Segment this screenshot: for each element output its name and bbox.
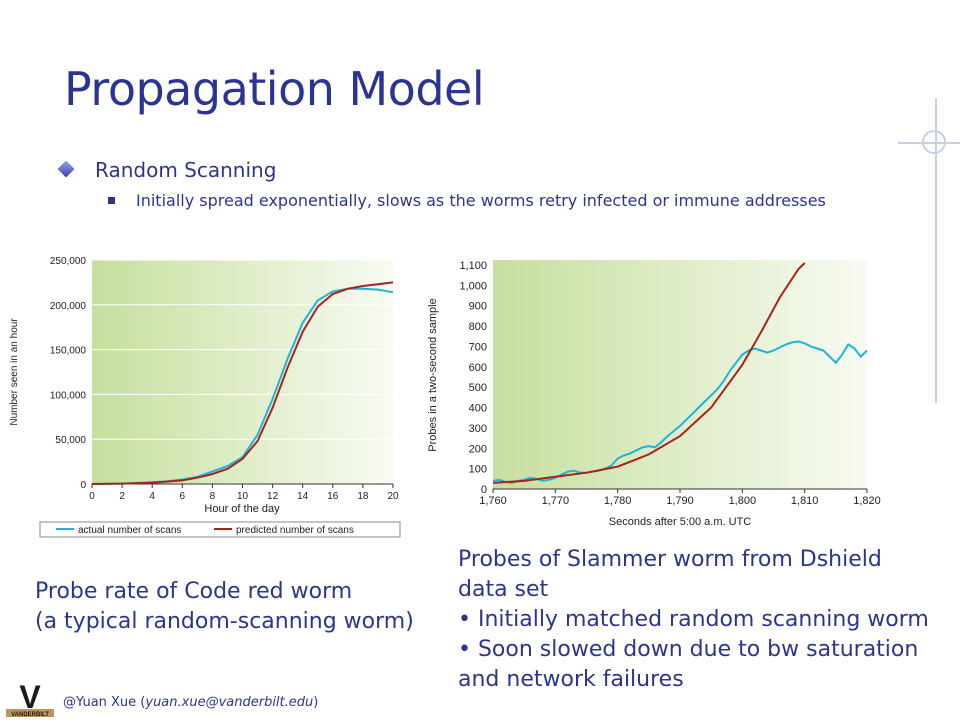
x-tick-label: 20 xyxy=(387,491,399,502)
y-tick-label: 1,000 xyxy=(459,280,487,292)
y-tick-label: 600 xyxy=(469,362,487,374)
code-red-chart: 0 2 4 6 8 10 12 14 16 18 20 0 50,000 100,000 150,000 20… xyxy=(9,256,401,538)
y-tick-label: 0 xyxy=(80,480,86,491)
x-tick-label: 1,790 xyxy=(666,495,694,507)
y-tick-label: 200 xyxy=(469,443,487,455)
caption-code-red: Probe rate of Code red worm (a typical ra… xyxy=(35,577,414,637)
x-axis-label: Hour of the day xyxy=(204,503,280,515)
x-tick-label: 14 xyxy=(297,491,309,502)
slammer-chart: 1,760 1,770 1,780 1,790 1,800 1,810 1,820 0 100 2… xyxy=(427,260,881,528)
footer-close: ) xyxy=(313,695,319,710)
y-tick-label: 50,000 xyxy=(55,435,86,446)
y-tick-label: 400 xyxy=(469,403,487,415)
y-tick-label: 700 xyxy=(469,341,487,353)
x-tick-label: 12 xyxy=(267,491,279,502)
x-tick-label: 0 xyxy=(89,491,95,502)
y-tick-label: 500 xyxy=(469,382,487,394)
vanderbilt-logo: V VANDERBILT xyxy=(4,682,56,718)
decorative-circle xyxy=(922,130,946,154)
logo-text: VANDERBILT xyxy=(11,712,49,718)
y-tick-label: 100,000 xyxy=(50,390,87,401)
series-line-predicted xyxy=(493,262,806,484)
footer-email[interactable]: yuan.xue@vanderbilt.edu xyxy=(145,695,314,710)
x-tick-label: 18 xyxy=(357,491,369,502)
legend-label-actual: actual number of scans xyxy=(78,525,181,536)
footer-author: @Yuan Xue ( xyxy=(63,695,146,710)
caption-line: and network failures xyxy=(458,667,684,692)
y-axis-label: Number seen in an hour xyxy=(9,318,20,426)
y-tick-label: 250,000 xyxy=(50,256,87,267)
bullet-main-text: Random Scanning xyxy=(95,158,277,182)
y-tick-label: 300 xyxy=(469,423,487,435)
page-title: Propagation Model xyxy=(64,62,485,116)
plot-background xyxy=(493,260,867,489)
x-tick-label: 2 xyxy=(119,491,125,502)
logo-letter: V xyxy=(19,682,41,715)
caption-line: data set xyxy=(458,577,549,602)
x-tick-label: 1,800 xyxy=(729,495,757,507)
square-bullet-icon xyxy=(108,197,115,204)
y-tick-label: 1,100 xyxy=(459,260,487,272)
caption-line: (a typical random-scanning worm) xyxy=(35,609,414,634)
caption-slammer: Probes of Slammer worm from Dshield data… xyxy=(458,545,960,695)
caption-line: Probes of Slammer worm from Dshield xyxy=(458,547,882,572)
x-tick-label: 1,820 xyxy=(853,495,881,507)
x-tick-label: 4 xyxy=(149,491,155,502)
series-line-predicted-number-of-scans xyxy=(91,281,394,485)
footer: @Yuan Xue (yuan.xue@vanderbilt.edu) xyxy=(63,695,318,710)
x-tick-label: 8 xyxy=(210,491,216,502)
y-tick-label: 200,000 xyxy=(50,301,87,312)
y-tick-label: 900 xyxy=(469,301,487,313)
decorative-line-vertical xyxy=(935,98,937,403)
x-tick-label: 1,760 xyxy=(479,495,507,507)
y-tick-label: 150,000 xyxy=(50,346,87,357)
x-tick-label: 10 xyxy=(237,491,249,502)
x-tick-label: 6 xyxy=(180,491,186,502)
y-tick-label: 100 xyxy=(469,464,487,476)
x-tick-label: 1,780 xyxy=(604,495,632,507)
bullet-sub-text: Initially spread exponentially, slows as… xyxy=(136,191,826,210)
y-tick-label: 800 xyxy=(469,321,487,333)
y-tick-label: 0 xyxy=(481,484,487,496)
y-axis-label: Probes in a two-second sample xyxy=(427,298,439,451)
x-tick-label: 1,770 xyxy=(542,495,570,507)
plot-background xyxy=(92,260,393,484)
caption-line: • Initially matched random scanning worm xyxy=(458,607,929,632)
caption-line: • Soon slowed down due to bw saturation xyxy=(458,637,919,662)
legend-label-predicted: predicted number of scans xyxy=(236,525,354,536)
caption-line: Probe rate of Code red worm xyxy=(35,579,353,604)
diamond-bullet-icon xyxy=(57,160,75,178)
x-tick-label: 16 xyxy=(327,491,339,502)
x-axis-label: Seconds after 5:00 a.m. UTC xyxy=(609,516,752,528)
x-tick-label: 1,810 xyxy=(791,495,819,507)
